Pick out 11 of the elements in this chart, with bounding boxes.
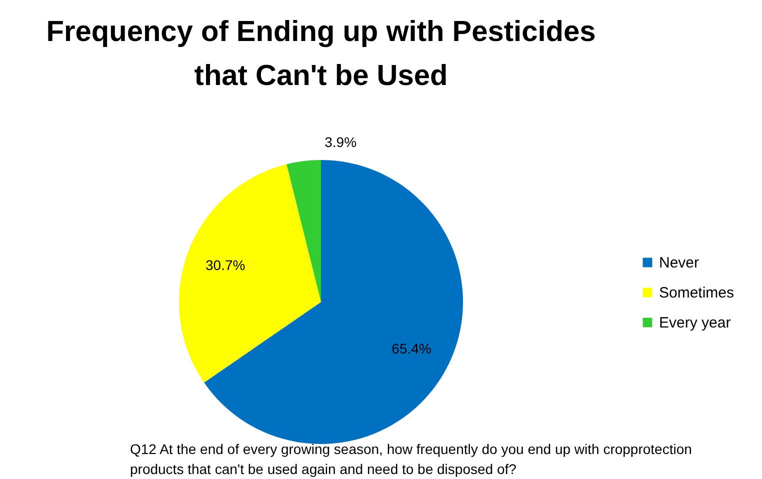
data-label: 3.9% xyxy=(324,134,357,150)
chart-title: Frequency of Ending up with Pesticides that Can't be Used xyxy=(46,16,596,92)
legend-label: Every year xyxy=(659,314,731,332)
legend-label: Never xyxy=(659,254,700,272)
legend-label: Sometimes xyxy=(659,284,734,302)
pie-slice xyxy=(204,160,463,444)
pie-slice xyxy=(179,164,321,383)
data-label: 65.4% xyxy=(392,340,432,357)
text: Q12 At the end of every growing season, how frequently do you end up with cropprotection products that can't be used again and need to be disposed of? xyxy=(130,441,692,477)
data-label: 30.7% xyxy=(206,256,246,273)
pie-slice xyxy=(286,160,321,302)
